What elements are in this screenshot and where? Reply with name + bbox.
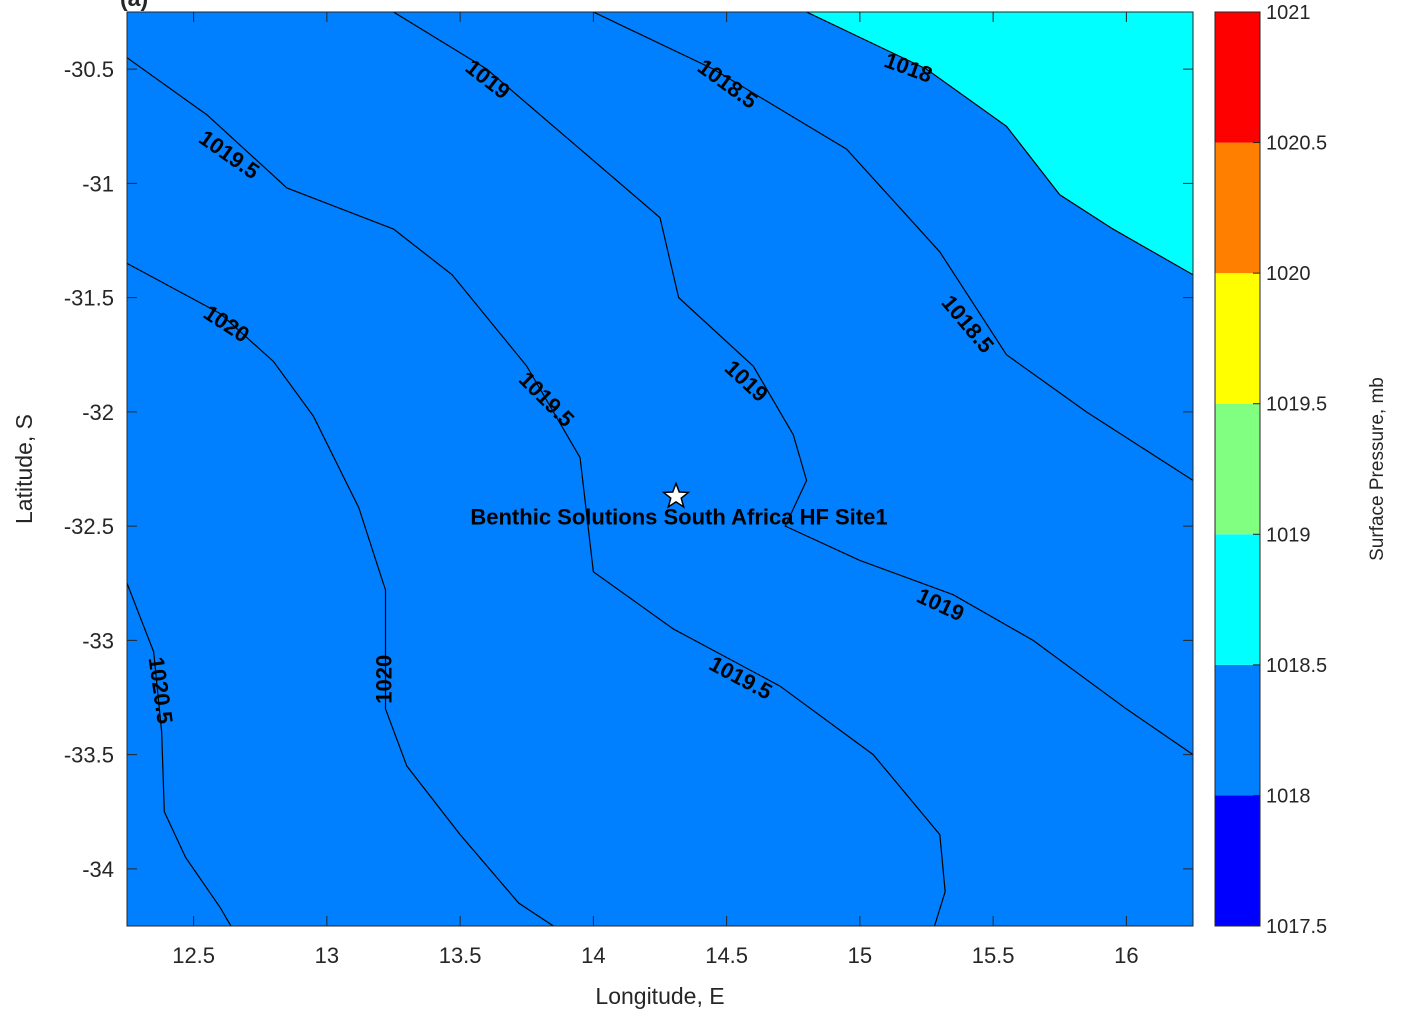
colorbar-band-3 [1215, 403, 1260, 535]
y-tick-label: -31 [82, 171, 114, 196]
x-tick-label: 15 [848, 943, 872, 968]
colorbar-band-2 [1215, 534, 1260, 665]
x-tick-label: 13.5 [439, 943, 482, 968]
site-star-marker [661, 481, 691, 509]
contour-line-1020 [127, 262, 554, 926]
contour-line-1018 [806, 12, 1193, 276]
plot-area [127, 12, 1193, 926]
y-tick-label: -32.5 [64, 514, 114, 539]
x-tick-label: 15.5 [972, 943, 1015, 968]
y-tick-label: -31.5 [64, 286, 114, 311]
colorbar-tick-label: 1020.5 [1266, 133, 1327, 155]
y-tick-label: -33.5 [64, 743, 114, 768]
colorbar-tick-label: 1019 [1266, 524, 1311, 546]
contour-line-1020.5 [127, 583, 232, 926]
colorbar-tick-label: 1021 [1266, 2, 1311, 24]
colorbar: 1017.5 1018 1018.5 1019 1019.5 1020 1020.5 1021 [1214, 2, 1327, 938]
colorbar-tick-label: 1017.5 [1266, 916, 1327, 938]
y-tick-label: -33 [82, 628, 114, 653]
colorbar-label: Surface Pressure, mb [1367, 377, 1388, 561]
chart-title: (a) [120, 0, 148, 11]
contour-line-1018.5 [593, 12, 1193, 481]
colorbar-band-1 [1215, 664, 1260, 796]
colorbar-band-5 [1215, 142, 1260, 274]
plot-frame [126, 11, 1194, 927]
colorbar-tick-label: 1018 [1266, 785, 1311, 807]
colorbar-band-6 [1215, 12, 1260, 143]
y-axis-label: Latitude, S [11, 414, 37, 524]
x-tick-label: 16 [1114, 943, 1138, 968]
site-annotation: Benthic Solutions South Africa HF Site1 [470, 481, 888, 529]
x-axis-label: Longitude, E [595, 983, 724, 1009]
y-tick-label: -34 [82, 857, 114, 882]
colorbar-band-0 [1215, 795, 1260, 926]
x-tick-label: 12.5 [172, 943, 215, 968]
x-tick-label: 14 [581, 943, 605, 968]
y-axis: -30.5 -31 -31.5 -32 -32.5 -33 -33.5 -34 [64, 57, 1193, 882]
x-axis: 12.5 13 13.5 14 14.5 15 15.5 16 [172, 12, 1139, 968]
x-tick-label: 14.5 [705, 943, 748, 968]
contour-line-1019.5 [127, 57, 946, 926]
contour-band-1018 [127, 12, 1193, 926]
colorbar-tick-label: 1019.5 [1266, 394, 1327, 416]
site-annotation-label: Benthic Solutions South Africa HF Site1 [470, 504, 887, 529]
contour-line-1019 [393, 12, 1193, 756]
contour-label-2: 1020 [371, 655, 396, 704]
colorbar-frame [1214, 11, 1261, 927]
y-tick-label: -30.5 [64, 57, 114, 82]
colorbar-tick-label: 1018.5 [1266, 655, 1327, 677]
y-tick-label: -32 [82, 400, 114, 425]
colorbar-band-4 [1215, 273, 1260, 404]
colorbar-tick-label: 1020 [1266, 263, 1311, 285]
x-tick-label: 13 [315, 943, 339, 968]
